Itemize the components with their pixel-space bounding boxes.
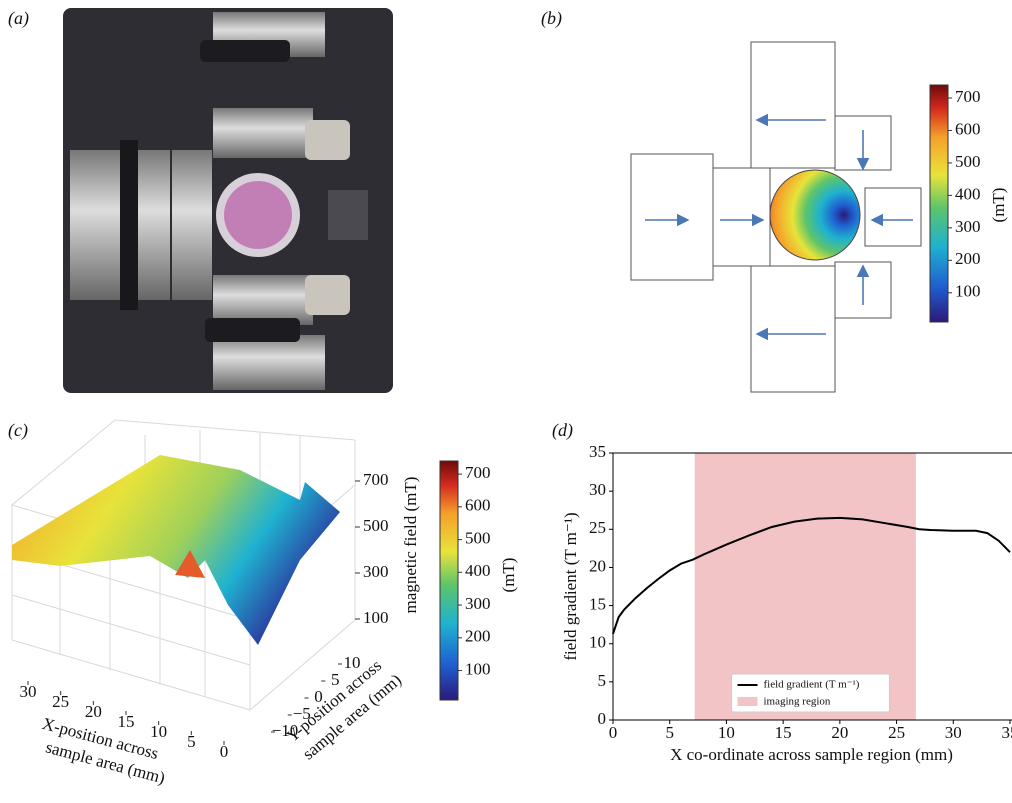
y-tick-label: 0 xyxy=(314,687,323,706)
x-tick-label: 5 xyxy=(665,723,674,742)
colorbar-label: (mT) xyxy=(989,188,1008,223)
z-tick-label: 100 xyxy=(363,608,389,627)
y-tick-label: 25 xyxy=(589,518,606,537)
y-tick-label: 10 xyxy=(589,633,606,652)
magnet-diagram xyxy=(630,41,922,393)
panel-label: (d) xyxy=(552,420,573,441)
x-tick-label: 10 xyxy=(150,722,167,741)
colorbar-tick-label: 700 xyxy=(955,87,981,106)
colorbar-tick-label: 500 xyxy=(465,528,491,547)
panel-label: (a) xyxy=(8,8,29,29)
colorbar-tick-label: 200 xyxy=(465,627,491,646)
y-tick-label: −5 xyxy=(293,704,311,723)
x-tick-label: 25 xyxy=(888,723,905,742)
colorbar-tick-label: 700 xyxy=(465,463,491,482)
y-tick-label: 5 xyxy=(598,671,607,690)
colorbar-tick-label: 300 xyxy=(465,594,491,613)
colorbar-tick-label: 400 xyxy=(465,561,491,580)
z-tick-label: 300 xyxy=(363,562,389,581)
x-tick-label: 15 xyxy=(775,723,792,742)
y-tick-label: 10 xyxy=(344,653,361,672)
legend-label: field gradient (T m⁻¹) xyxy=(764,679,860,691)
plot-frame xyxy=(612,452,1012,721)
x-tick-label: 0 xyxy=(609,723,618,742)
colorbar-tick-label: 200 xyxy=(955,249,981,268)
x-tick-label: 30 xyxy=(20,682,37,701)
x-tick-label: 5 xyxy=(187,732,196,751)
x-tick-label: 15 xyxy=(118,712,135,731)
y-tick-label: 5 xyxy=(331,670,340,689)
y-tick-label: 30 xyxy=(589,480,606,499)
x-axis-label: X co-ordinate across sample region (mm) xyxy=(670,745,953,764)
colorbar-tick-label: 500 xyxy=(955,152,981,171)
y-tick-label: 35 xyxy=(589,442,606,461)
colorbar-tick-label: 600 xyxy=(955,119,981,138)
surface-plot xyxy=(11,419,356,711)
series-line xyxy=(612,516,1011,635)
legend-box xyxy=(731,673,890,713)
colorbar-tick-label: 300 xyxy=(955,217,981,236)
x-tick-label: 10 xyxy=(718,723,735,742)
y-tick-label: 15 xyxy=(589,594,606,613)
colorbar-tick-label: 100 xyxy=(465,659,491,678)
legend-swatch xyxy=(737,697,758,706)
y-tick-label: 20 xyxy=(589,556,606,575)
x-tick-label: 20 xyxy=(85,702,102,721)
colorbar-label: (mT) xyxy=(499,558,518,593)
y-tick-label: −10 xyxy=(272,721,299,740)
x-tick-label: 35 xyxy=(1002,723,1012,742)
y-tick-label: 0 xyxy=(598,709,607,728)
x-tick-label: 25 xyxy=(52,692,69,711)
colorbar xyxy=(929,84,949,323)
z-axis-label: magnetic field (mT) xyxy=(401,477,420,614)
colorbar-tick-label: 100 xyxy=(955,282,981,301)
x-tick-label: 0 xyxy=(220,742,229,761)
x-tick-label: 20 xyxy=(831,723,848,742)
y-axis-label: field gradient (T m⁻¹) xyxy=(561,512,580,660)
z-tick-label: 700 xyxy=(363,470,389,489)
photo xyxy=(63,8,393,393)
x-tick-label: 30 xyxy=(945,723,962,742)
panel-label: (b) xyxy=(541,8,562,29)
z-tick-label: 500 xyxy=(363,516,389,535)
panel-label: (c) xyxy=(8,420,28,441)
colorbar-tick-label: 400 xyxy=(955,184,981,203)
legend-label: imaging region xyxy=(764,696,831,708)
colorbar xyxy=(439,460,459,701)
colorbar-tick-label: 600 xyxy=(465,496,491,515)
